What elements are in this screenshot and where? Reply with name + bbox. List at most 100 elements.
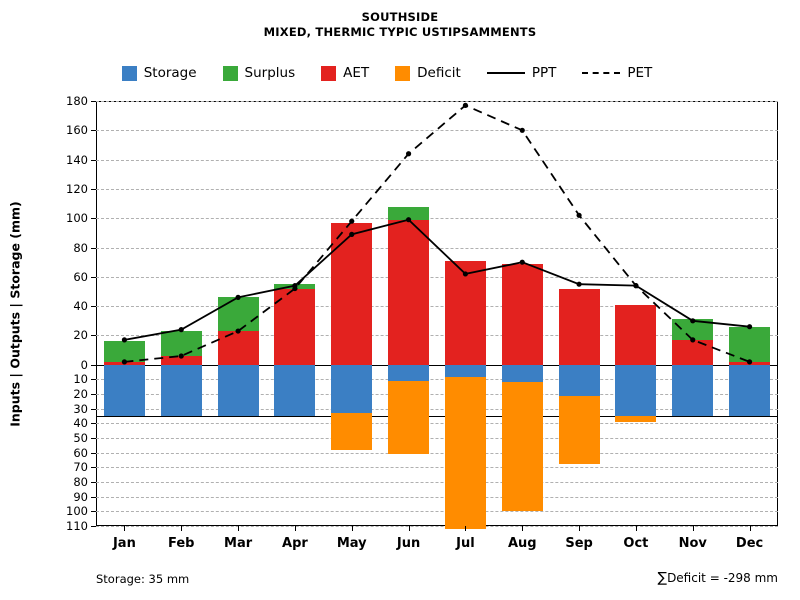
x-axis-tick-mark: [408, 526, 410, 531]
point-pet-mar: [235, 328, 241, 334]
bar-aet-aug: [501, 263, 543, 365]
point-ppt-jun: [405, 217, 412, 223]
gridline: [96, 394, 778, 396]
y-axis-tick-mark: [91, 408, 96, 410]
point-ppt-jan: [121, 337, 128, 343]
y-axis-tick-label: 80: [73, 240, 88, 255]
y-axis-tick-label: 50: [73, 431, 88, 446]
y-axis-tick-label: 30: [73, 401, 88, 416]
point-pet-sep: [576, 212, 582, 218]
bar-storage-jun: [388, 364, 430, 381]
point-pet-feb: [178, 353, 184, 359]
y-axis-label-text: Inputs | Outputs | Storage (mm): [7, 200, 23, 427]
legend-label: Deficit: [417, 65, 461, 81]
y-axis-tick-label: 140: [66, 152, 88, 167]
x-axis-tick-mark: [579, 526, 581, 531]
line-series-layer: [121, 102, 753, 365]
y-axis-tick-mark: [91, 101, 96, 102]
y-axis-tick-mark: [91, 496, 96, 498]
y-axis-tick-mark: [91, 159, 96, 161]
y-axis-tick-mark: [91, 247, 96, 249]
bar-storage-jan: [103, 364, 145, 417]
point-ppt-nov: [690, 318, 696, 324]
bar-surplus-nov: [672, 319, 714, 340]
point-ppt-aug: [519, 259, 525, 265]
gridline: [96, 101, 778, 102]
gridline: [96, 526, 778, 527]
x-axis-tick-label-apr: Apr: [282, 536, 308, 551]
sigma-icon: ∑: [657, 570, 668, 586]
x-axis-tick-mark: [124, 526, 126, 531]
bar-aet-jul: [444, 260, 486, 365]
gridline: [96, 276, 778, 278]
point-ppt-sep: [576, 281, 582, 287]
deficit-footnote-text: Deficit = -298 mm: [667, 571, 778, 585]
x-axis-tick-label-aug: Aug: [507, 536, 537, 551]
y-axis-label: Inputs | Outputs | Storage (mm): [6, 101, 24, 526]
bar-storage-may: [331, 364, 373, 414]
y-axis-tick-mark: [91, 218, 96, 220]
bar-deficit-jul: [444, 376, 486, 529]
y-axis-tick-label: 40: [73, 416, 88, 431]
y-axis-tick-mark: [91, 423, 96, 425]
line-pet: [124, 104, 750, 363]
y-axis-tick-label: 160: [66, 123, 88, 138]
legend-label: PPT: [531, 65, 557, 81]
point-pet-jul: [462, 102, 469, 108]
legend-label: Surplus: [244, 65, 296, 81]
y-axis-tick-mark: [91, 130, 96, 132]
y-axis-tick-label: 20: [73, 328, 88, 343]
legend-item-ppt[interactable]: PPT: [486, 65, 557, 81]
y-axis-tick-mark: [91, 438, 96, 440]
point-pet-may: [349, 218, 355, 224]
point-pet-jun: [405, 151, 412, 157]
legend-label: AET: [343, 65, 370, 81]
point-pet-jan: [121, 359, 128, 365]
x-axis-tick-mark: [522, 526, 524, 531]
gridline: [96, 423, 778, 425]
storage-capacity-line: [96, 416, 778, 418]
y-axis-tick-label: 0: [80, 357, 88, 372]
legend-item-aet[interactable]: AET: [321, 65, 369, 81]
legend-swatch-storage: [121, 65, 137, 81]
bar-aet-jun: [388, 219, 430, 365]
bar-aet-nov: [672, 339, 714, 365]
bar-surplus-feb: [160, 331, 202, 356]
x-axis-tick-mark: [465, 526, 467, 531]
gridline: [96, 335, 778, 337]
x-axis-tick-mark: [181, 526, 183, 531]
bar-storage-feb: [160, 364, 202, 417]
y-axis-tick-label: 110: [66, 519, 88, 533]
y-axis-tick-mark: [91, 452, 96, 454]
y-axis-tick-label: 120: [66, 181, 88, 196]
chart-legend: Storage Surplus AET Deficit PPT PET: [0, 65, 800, 81]
bar-storage-aug: [501, 364, 543, 383]
x-axis-tick-mark: [692, 526, 694, 531]
y-axis-tick-mark: [91, 364, 96, 366]
bar-surplus-jun: [388, 206, 430, 220]
x-axis-tick-label-sep: Sep: [565, 536, 593, 551]
legend-item-deficit[interactable]: Deficit: [395, 65, 461, 81]
bar-deficit-aug: [501, 382, 543, 512]
y-axis-tick-mark: [91, 379, 96, 381]
gridline: [96, 130, 778, 132]
line-ppt: [124, 218, 750, 341]
x-axis-tick-label-mar: Mar: [224, 536, 253, 551]
legend-item-storage[interactable]: Storage: [121, 65, 197, 81]
y-axis-tick-mark: [91, 188, 96, 190]
bar-surplus-dec: [729, 326, 771, 362]
bar-deficit-sep: [558, 395, 600, 465]
y-axis-tick-label: 70: [73, 460, 88, 475]
x-axis-tick-label-dec: Dec: [735, 536, 764, 551]
legend-item-surplus[interactable]: Surplus: [222, 65, 296, 81]
legend-swatch-surplus: [222, 65, 238, 81]
point-pet-dec: [746, 359, 753, 365]
deficit-footnote: ∑Deficit = -298 mm: [658, 570, 778, 586]
legend-item-pet[interactable]: PET: [582, 65, 652, 81]
y-axis-tick-mark: [91, 306, 96, 308]
bar-aet-sep: [558, 288, 600, 365]
point-ppt-dec: [746, 324, 753, 330]
bar-aet-feb: [160, 356, 202, 365]
point-pet-apr: [292, 285, 298, 292]
